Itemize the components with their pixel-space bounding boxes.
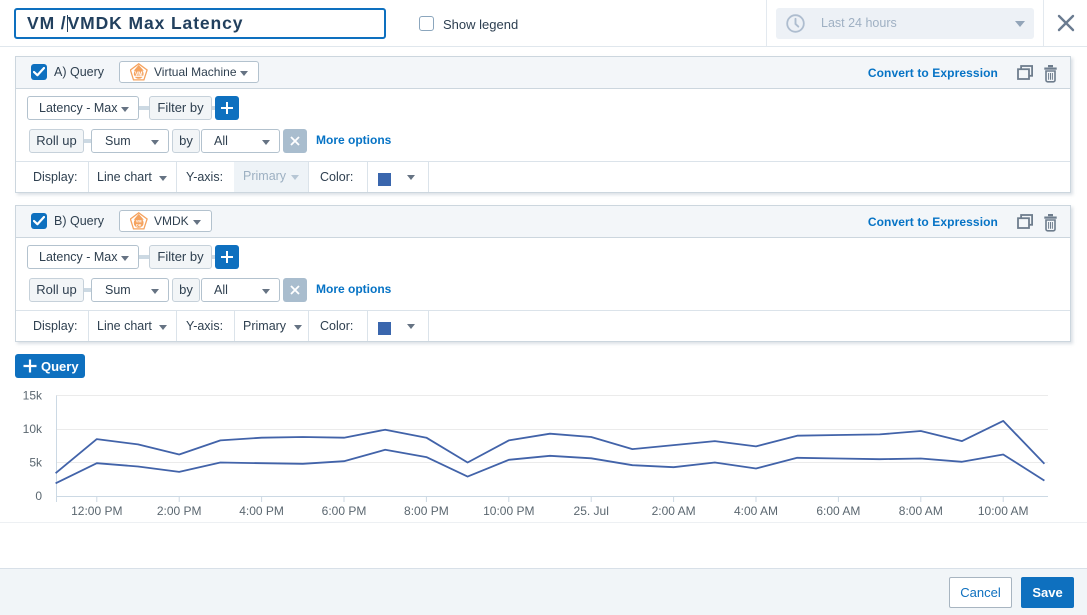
svg-text:4:00 PM: 4:00 PM (239, 504, 284, 518)
svg-text:DK: DK (136, 224, 142, 228)
svg-text:VM: VM (135, 71, 143, 77)
svg-text:8:00 PM: 8:00 PM (404, 504, 449, 518)
svg-text:2:00 AM: 2:00 AM (652, 504, 696, 518)
svg-text:VM: VM (136, 220, 142, 224)
svg-text:10:00 PM: 10:00 PM (483, 504, 534, 518)
svg-text:5k: 5k (29, 456, 43, 470)
svg-text:0: 0 (35, 489, 42, 503)
svg-text:10:00 AM: 10:00 AM (978, 504, 1029, 518)
svg-text:4:00 AM: 4:00 AM (734, 504, 778, 518)
svg-text:10k: 10k (23, 422, 43, 436)
svg-text:12:00 PM: 12:00 PM (71, 504, 122, 518)
svg-text:25. Jul: 25. Jul (574, 504, 609, 518)
svg-text:2:00 PM: 2:00 PM (157, 504, 202, 518)
svg-text:15k: 15k (23, 389, 43, 403)
svg-text:6:00 AM: 6:00 AM (816, 504, 860, 518)
svg-text:8:00 AM: 8:00 AM (899, 504, 943, 518)
svg-text:6:00 PM: 6:00 PM (322, 504, 367, 518)
